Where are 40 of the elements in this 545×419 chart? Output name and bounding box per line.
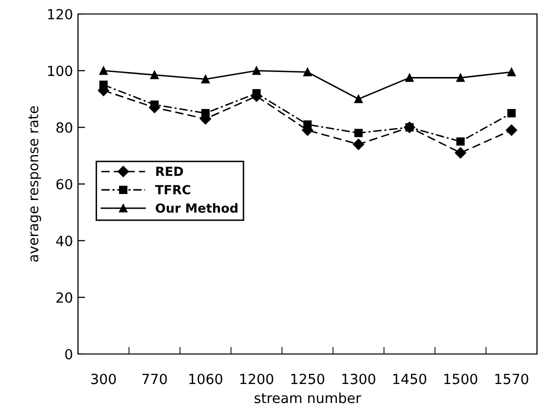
y-tick-label: 100 xyxy=(48,66,72,76)
point xyxy=(150,70,159,80)
point xyxy=(303,68,312,76)
point xyxy=(354,94,363,104)
point xyxy=(99,80,108,89)
point xyxy=(456,137,465,146)
x-tick-label: 1250 xyxy=(291,374,324,384)
legend-label: TFRC xyxy=(155,184,190,194)
x-tick-label: 1300 xyxy=(342,374,376,384)
y-axis-title: average response rate xyxy=(28,106,42,262)
x-axis-title: stream number xyxy=(254,392,362,404)
point xyxy=(352,138,364,150)
point xyxy=(405,123,414,132)
point xyxy=(99,66,108,75)
y-tick-label: 60 xyxy=(56,178,72,190)
point xyxy=(507,109,516,118)
y-tick-label: 40 xyxy=(56,236,72,246)
y-tick-label: 120 xyxy=(48,8,72,20)
x-tick-label: 1060 xyxy=(189,374,222,384)
x-tick-label: 1570 xyxy=(495,374,528,384)
point xyxy=(456,74,465,82)
x-tick-label: 1500 xyxy=(444,374,478,384)
legend-label: Our Method xyxy=(156,203,238,213)
y-tick-label: 80 xyxy=(56,122,72,133)
point xyxy=(201,109,210,118)
point xyxy=(252,66,261,75)
y-tick-label: 20 xyxy=(56,292,72,303)
legend-label: RED xyxy=(156,166,183,176)
point xyxy=(303,120,312,129)
point xyxy=(354,128,363,138)
y-tick-label: 0 xyxy=(65,348,72,360)
x-tick-label: 1450 xyxy=(393,374,426,384)
x-tick-label: 1200 xyxy=(240,374,274,384)
x-tick-label: 770 xyxy=(142,374,167,384)
point xyxy=(454,147,466,158)
point xyxy=(405,74,414,82)
point xyxy=(506,124,518,136)
point xyxy=(507,68,516,76)
point xyxy=(201,75,210,84)
x-tick-label: 300 xyxy=(91,374,116,384)
